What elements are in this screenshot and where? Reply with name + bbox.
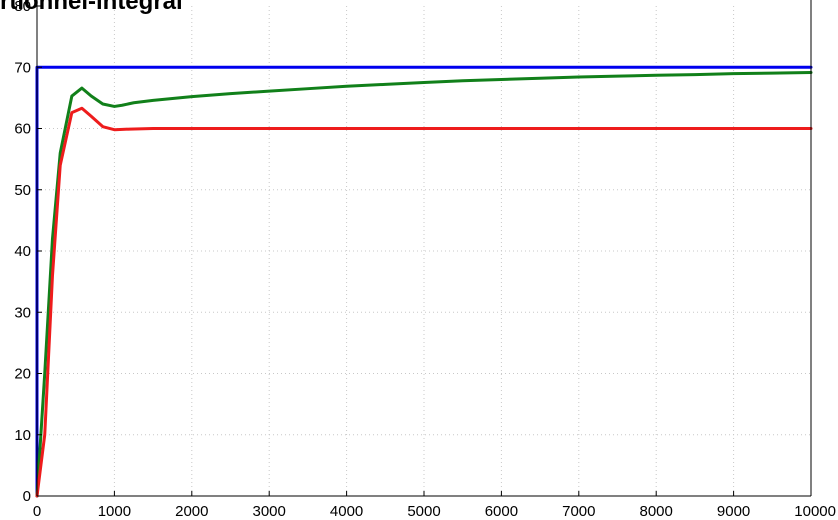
series-line-3 bbox=[35, 106, 813, 498]
y-tick-label-0: 0 bbox=[23, 488, 31, 505]
y-tick-label-60: 60 bbox=[14, 121, 31, 138]
y-tick-label-20: 20 bbox=[14, 366, 31, 383]
y-tick-label-10: 10 bbox=[14, 427, 31, 444]
x-tick-label-3000: 3000 bbox=[253, 503, 286, 520]
x-tick-label-9000: 9000 bbox=[717, 503, 750, 520]
x-tick-label-6000: 6000 bbox=[485, 503, 518, 520]
y-tick-label-40: 40 bbox=[14, 243, 31, 260]
y-tick-label-70: 70 bbox=[14, 59, 31, 76]
x-tick-label-2000: 2000 bbox=[175, 503, 208, 520]
y-tick-label-30: 30 bbox=[14, 304, 31, 321]
chart-title: rtionnel-integral bbox=[0, 0, 183, 15]
series-line-2 bbox=[35, 70, 813, 498]
x-tick-label-4000: 4000 bbox=[330, 503, 363, 520]
y-tick-labels: 0 10 20 30 40 50 60 70 80 bbox=[14, 0, 31, 505]
x-tick-label-7000: 7000 bbox=[562, 503, 595, 520]
x-tick-label-0: 0 bbox=[33, 503, 41, 520]
x-tick-label-1000: 1000 bbox=[98, 503, 131, 520]
y-tick-label-50: 50 bbox=[14, 182, 31, 199]
x-tick-label-8000: 8000 bbox=[640, 503, 673, 520]
x-tick-label-5000: 5000 bbox=[407, 503, 440, 520]
x-tick-labels: 0 1000 2000 3000 4000 5000 6000 7000 8000 9000 100… bbox=[33, 503, 836, 520]
grid-lines bbox=[37, 6, 811, 496]
x-tick-label-10000: 10000 bbox=[794, 503, 836, 520]
y-tick-label-80: 80 bbox=[14, 0, 31, 15]
axes bbox=[36, 0, 812, 497]
